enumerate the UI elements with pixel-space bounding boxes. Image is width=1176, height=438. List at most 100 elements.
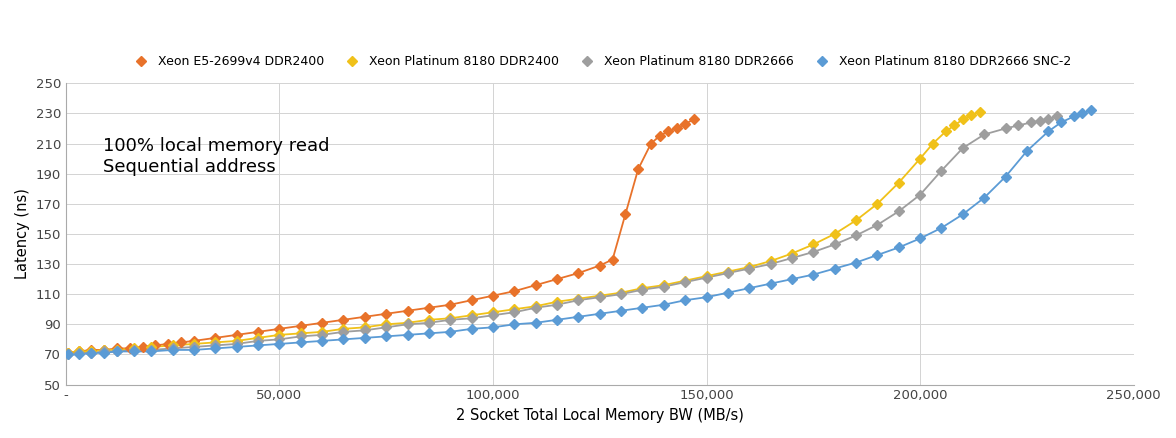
Xeon E5-2699v4 DDR2400 [250,329,265,335]
Xeon Platinum 8180 DDR2666 SNC-2 [656,302,670,307]
Xeon Platinum 8180 DDR2400 [294,331,308,336]
Xeon E5-2699v4 DDR2400 [273,326,287,332]
Xeon E5-2699v4 DDR2400 [528,283,542,288]
Xeon Platinum 8180 DDR2400 [964,112,978,117]
Xeon Platinum 8180 DDR2400 [187,341,201,346]
Text: 100% local memory read
Sequential address: 100% local memory read Sequential addres… [103,138,329,176]
Xeon E5-2699v4 DDR2400 [72,349,86,354]
Xeon Platinum 8180 DDR2666 [61,352,75,357]
Line: Xeon Platinum 8180 DDR2666 SNC-2: Xeon Platinum 8180 DDR2666 SNC-2 [65,106,1095,358]
Xeon Platinum 8180 DDR2666 [401,321,415,327]
Legend: Xeon E5-2699v4 DDR2400, Xeon Platinum 8180 DDR2400, Xeon Platinum 8180 DDR2666, : Xeon E5-2699v4 DDR2400, Xeon Platinum 81… [123,50,1076,73]
Xeon E5-2699v4 DDR2400 [111,346,125,351]
Xeon Platinum 8180 DDR2666 [1050,114,1064,119]
Xeon E5-2699v4 DDR2400 [187,338,201,343]
Xeon Platinum 8180 DDR2400 [926,141,940,146]
Xeon E5-2699v4 DDR2400 [669,126,683,131]
Xeon E5-2699v4 DDR2400 [443,302,457,307]
Xeon E5-2699v4 DDR2400 [229,332,243,338]
Xeon E5-2699v4 DDR2400 [687,117,701,122]
Xeon Platinum 8180 DDR2400 [127,346,141,351]
Xeon Platinum 8180 DDR2400 [379,321,393,327]
Xeon E5-2699v4 DDR2400 [98,347,112,353]
Xeon E5-2699v4 DDR2400 [358,314,372,319]
Xeon Platinum 8180 DDR2400 [486,310,500,315]
Xeon E5-2699v4 DDR2400 [619,212,633,217]
Xeon Platinum 8180 DDR2400 [891,180,906,185]
Xeon Platinum 8180 DDR2400 [849,218,863,223]
Xeon Platinum 8180 DDR2400 [273,332,287,338]
Xeon Platinum 8180 DDR2400 [828,231,842,237]
Xeon Platinum 8180 DDR2400 [315,329,329,335]
Xeon E5-2699v4 DDR2400 [336,317,350,322]
Xeon Platinum 8180 DDR2400 [111,347,125,353]
Xeon Platinum 8180 DDR2400 [913,156,927,161]
Xeon Platinum 8180 DDR2400 [614,290,628,295]
Xeon Platinum 8180 DDR2666 SNC-2 [679,297,693,303]
Line: Xeon Platinum 8180 DDR2400: Xeon Platinum 8180 DDR2400 [65,108,984,357]
Xeon Platinum 8180 DDR2666 SNC-2 [998,174,1013,179]
Xeon Platinum 8180 DDR2400 [422,317,436,322]
Xeon E5-2699v4 DDR2400 [174,340,188,345]
Xeon Platinum 8180 DDR2400 [358,325,372,330]
Xeon E5-2699v4 DDR2400 [315,320,329,325]
Xeon Platinum 8180 DDR2400 [656,283,670,288]
X-axis label: 2 Socket Total Local Memory BW (MB/s): 2 Socket Total Local Memory BW (MB/s) [456,408,743,423]
Xeon Platinum 8180 DDR2666 SNC-2 [721,290,735,295]
Xeon E5-2699v4 DDR2400 [507,289,521,294]
Xeon Platinum 8180 DDR2400 [229,338,243,343]
Xeon E5-2699v4 DDR2400 [208,335,222,340]
Xeon E5-2699v4 DDR2400 [606,257,620,262]
Xeon Platinum 8180 DDR2400 [61,350,75,356]
Y-axis label: Latency (ns): Latency (ns) [15,188,31,279]
Xeon Platinum 8180 DDR2400 [401,320,415,325]
Xeon Platinum 8180 DDR2666 SNC-2 [315,338,329,343]
Xeon E5-2699v4 DDR2400 [148,343,162,348]
Xeon E5-2699v4 DDR2400 [294,323,308,328]
Xeon Platinum 8180 DDR2400 [721,269,735,274]
Xeon Platinum 8180 DDR2400 [443,316,457,321]
Xeon Platinum 8180 DDR2666 SNC-2 [61,352,75,357]
Xeon Platinum 8180 DDR2400 [145,344,159,350]
Xeon E5-2699v4 DDR2400 [486,293,500,298]
Xeon E5-2699v4 DDR2400 [135,344,149,350]
Xeon Platinum 8180 DDR2400 [635,286,649,291]
Xeon Platinum 8180 DDR2400 [973,109,987,114]
Xeon Platinum 8180 DDR2400 [528,304,542,309]
Xeon Platinum 8180 DDR2400 [250,335,265,340]
Xeon E5-2699v4 DDR2400 [85,347,99,353]
Xeon Platinum 8180 DDR2400 [572,296,586,301]
Xeon Platinum 8180 DDR2400 [208,340,222,345]
Xeon Platinum 8180 DDR2400 [742,265,756,270]
Xeon E5-2699v4 DDR2400 [401,308,415,313]
Xeon E5-2699v4 DDR2400 [550,276,564,282]
Xeon Platinum 8180 DDR2400 [938,129,953,134]
Xeon Platinum 8180 DDR2400 [550,299,564,304]
Xeon E5-2699v4 DDR2400 [61,350,75,356]
Xeon E5-2699v4 DDR2400 [122,346,136,351]
Xeon Platinum 8180 DDR2400 [85,349,99,354]
Xeon Platinum 8180 DDR2400 [98,347,112,353]
Xeon E5-2699v4 DDR2400 [593,263,607,268]
Line: Xeon E5-2699v4 DDR2400: Xeon E5-2699v4 DDR2400 [65,116,697,357]
Xeon Platinum 8180 DDR2666 [1011,123,1025,128]
Xeon E5-2699v4 DDR2400 [632,166,646,172]
Xeon Platinum 8180 DDR2400 [807,242,821,247]
Xeon E5-2699v4 DDR2400 [465,297,479,303]
Xeon Platinum 8180 DDR2666 [679,279,693,285]
Xeon Platinum 8180 DDR2400 [700,273,714,279]
Xeon Platinum 8180 DDR2666 SNC-2 [870,252,884,258]
Xeon E5-2699v4 DDR2400 [422,305,436,311]
Xeon E5-2699v4 DDR2400 [644,141,659,146]
Xeon Platinum 8180 DDR2400 [465,313,479,318]
Xeon Platinum 8180 DDR2400 [336,326,350,332]
Xeon Platinum 8180 DDR2400 [166,343,180,348]
Xeon Platinum 8180 DDR2400 [593,293,607,298]
Xeon E5-2699v4 DDR2400 [653,133,667,138]
Xeon Platinum 8180 DDR2400 [870,201,884,206]
Xeon Platinum 8180 DDR2400 [956,117,970,122]
Xeon Platinum 8180 DDR2400 [507,307,521,312]
Xeon Platinum 8180 DDR2400 [763,258,777,264]
Xeon Platinum 8180 DDR2400 [72,349,86,354]
Xeon E5-2699v4 DDR2400 [679,121,693,127]
